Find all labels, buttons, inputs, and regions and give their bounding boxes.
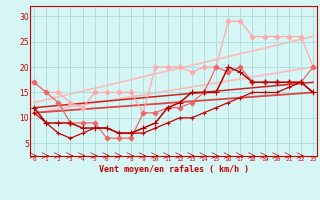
X-axis label: Vent moyen/en rafales ( km/h ): Vent moyen/en rafales ( km/h ) <box>99 165 249 174</box>
